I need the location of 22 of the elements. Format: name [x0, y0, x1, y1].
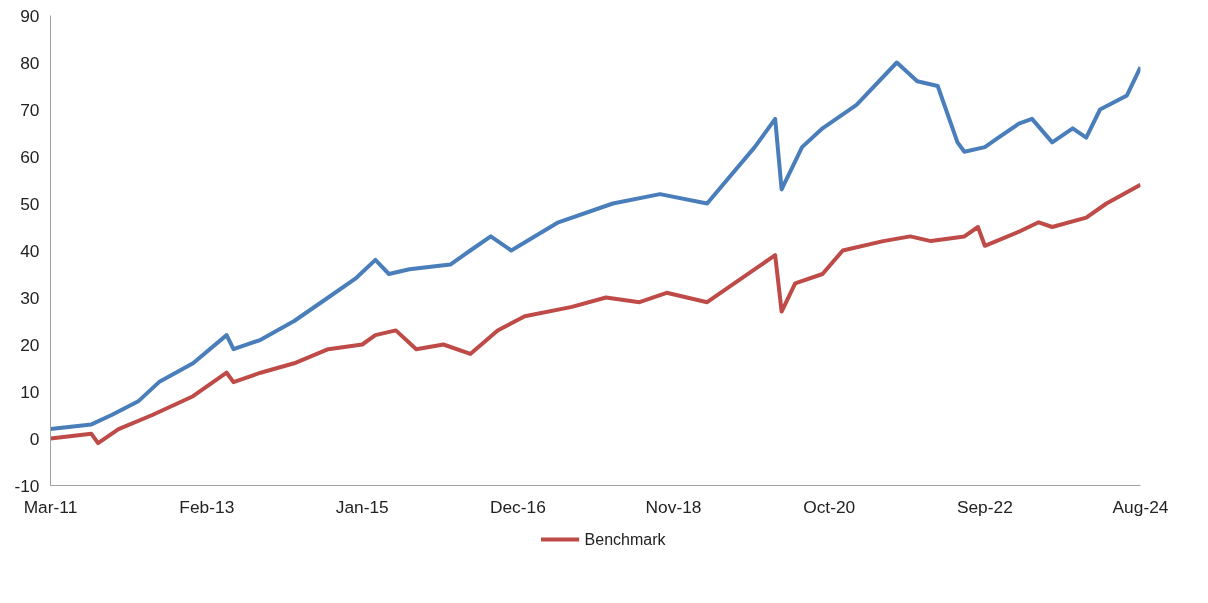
- y-tick-label: 70: [20, 99, 40, 120]
- y-tick-label: -10: [14, 475, 40, 496]
- x-tick-label: Jan-15: [335, 496, 389, 517]
- x-tick-label: Nov-18: [645, 496, 702, 517]
- x-tick-label: Sep-22: [956, 496, 1013, 517]
- x-tick-label: Feb-13: [179, 496, 235, 517]
- x-tick-label: Mar-11: [23, 496, 78, 517]
- legend-label: Benchmark: [584, 531, 667, 548]
- line-series: [50, 182, 1141, 446]
- x-tick-label: Aug-24: [1112, 496, 1169, 517]
- y-tick-label: 30: [20, 287, 40, 308]
- x-tick-label: Dec-16: [489, 496, 546, 517]
- y-tick-label: 90: [20, 5, 40, 26]
- y-tick-label: 20: [20, 334, 40, 355]
- y-tick-label: 0: [29, 428, 40, 449]
- y-tick-label: 60: [20, 146, 40, 167]
- y-tick-label: 80: [20, 52, 40, 73]
- y-tick-label: 40: [20, 240, 40, 261]
- line-series: [50, 60, 1141, 432]
- y-tick-label: 10: [20, 381, 40, 402]
- x-tick-label: Oct-20: [803, 496, 856, 517]
- y-tick-label: 50: [20, 193, 40, 214]
